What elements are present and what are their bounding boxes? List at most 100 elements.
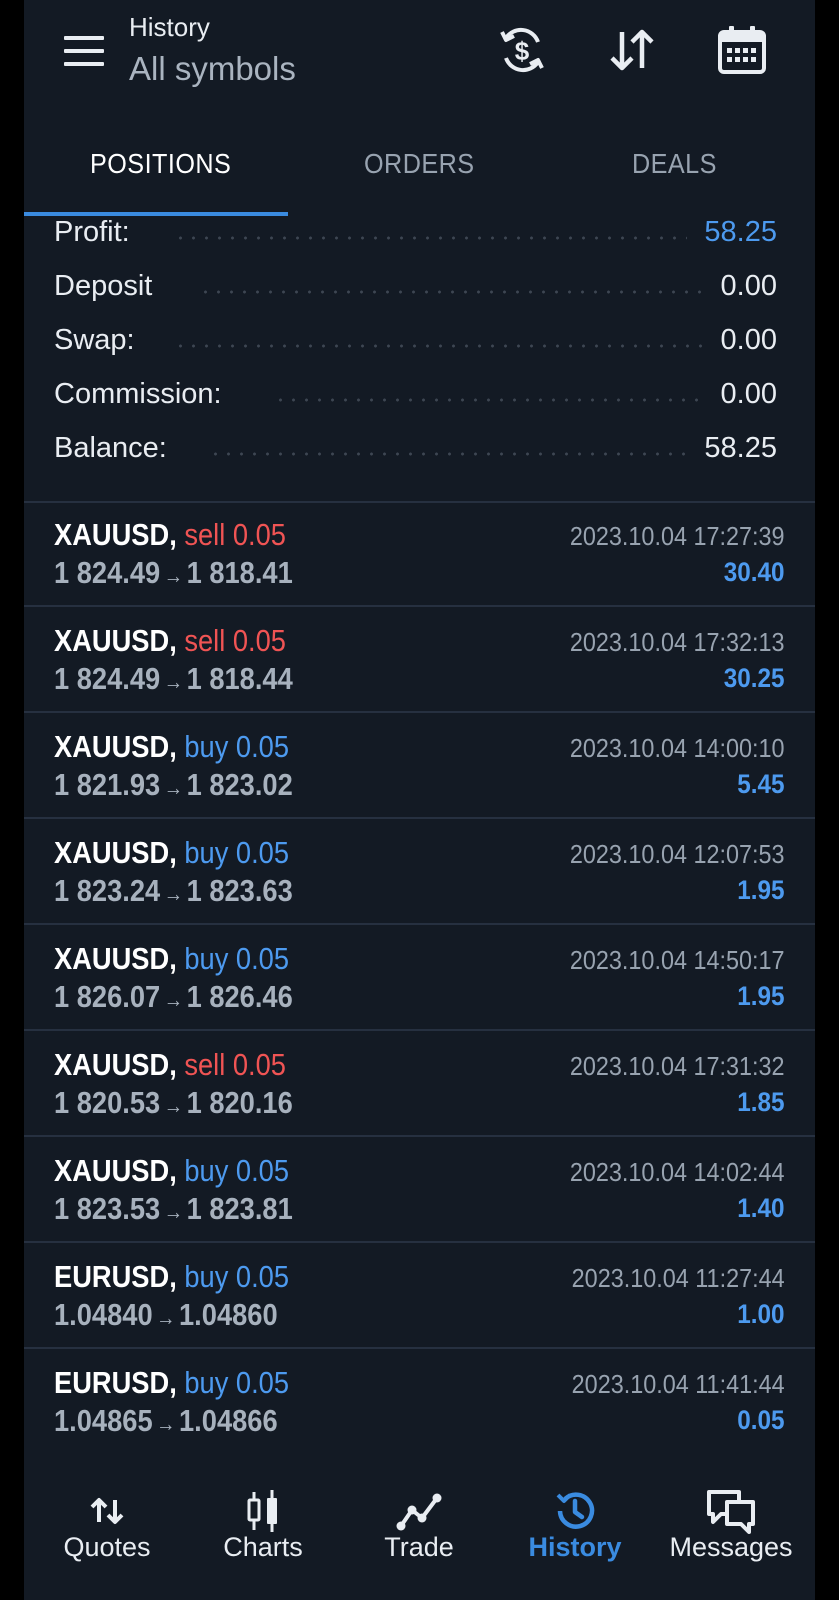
- nav-label: Charts: [223, 1532, 303, 1562]
- open-price: 1 821.93: [54, 767, 161, 802]
- position-row[interactable]: XAUUSD, sell 0.05 1 824.49 → 1 818.41 2023…: [24, 503, 815, 607]
- arrow-icon: →: [163, 1093, 184, 1118]
- arrow-icon: →: [163, 563, 184, 588]
- close-time: 2023.10.04 17:27:39: [570, 521, 785, 551]
- close-time: 2023.10.04 12:07:53: [570, 839, 785, 869]
- symbol: XAUUSD,: [54, 835, 177, 870]
- close-time: 2023.10.04 11:27:44: [572, 1263, 785, 1293]
- position-row[interactable]: EURUSD, buy 0.05 1.04865 → 1.04866 2023.10…: [24, 1351, 815, 1455]
- trade-side: buy 0.05: [184, 1365, 290, 1400]
- open-price: 1.04840: [54, 1297, 153, 1332]
- top-app-bar: History All symbols $: [24, 0, 815, 110]
- summary-value: 0.00: [720, 378, 777, 410]
- nav-charts[interactable]: Charts: [184, 1450, 342, 1590]
- calendar-icon[interactable]: [714, 22, 770, 78]
- charts-icon: [237, 1486, 289, 1536]
- close-price: 1 818.41: [186, 555, 293, 590]
- arrow-icon: →: [156, 1305, 176, 1330]
- position-row[interactable]: XAUUSD, buy 0.05 1 821.93 → 1 823.02 2023.…: [24, 715, 815, 819]
- close-time: 2023.10.04 14:00:10: [570, 733, 785, 763]
- page-title: History: [129, 12, 210, 42]
- close-time: 2023.10.04 14:50:17: [570, 945, 785, 975]
- sort-icon[interactable]: [604, 22, 660, 78]
- trade-side: buy 0.05: [184, 1153, 290, 1188]
- open-price: 1 823.53: [54, 1191, 161, 1226]
- nav-messages[interactable]: Messages: [652, 1450, 810, 1590]
- profit-value: 30.25: [724, 663, 785, 693]
- tab-positions[interactable]: POSITIONS: [90, 148, 232, 179]
- svg-text:$: $: [515, 36, 530, 66]
- position-row[interactable]: XAUUSD, sell 0.05 1 824.49 → 1 818.44 2023…: [24, 609, 815, 713]
- dotted-leader: [209, 452, 687, 456]
- arrow-icon: →: [163, 775, 184, 800]
- profit-value: 1.95: [737, 875, 785, 905]
- summary-label: Profit:: [54, 216, 130, 248]
- symbol: EURUSD,: [54, 1365, 177, 1400]
- close-price: 1 818.44: [186, 661, 293, 696]
- profit-value: 1.40: [737, 1193, 785, 1223]
- summary-label: Deposit: [54, 270, 153, 302]
- position-row[interactable]: XAUUSD, buy 0.05 1 826.07 → 1 826.46 2023.…: [24, 927, 815, 1031]
- tab-orders[interactable]: ORDERS: [364, 148, 475, 179]
- close-time: 2023.10.04 11:41:44: [572, 1369, 785, 1399]
- nav-history[interactable]: History: [496, 1450, 654, 1590]
- trade-side: sell 0.05: [184, 517, 286, 552]
- arrow-icon: →: [163, 1199, 184, 1224]
- nav-quotes[interactable]: Quotes: [28, 1450, 186, 1590]
- dotted-leader: [274, 398, 707, 402]
- profit-value: 1.95: [737, 981, 785, 1011]
- history-tabs: POSITIONS ORDERS DEALS: [24, 132, 815, 216]
- close-price: 1 820.16: [186, 1085, 293, 1120]
- arrow-icon: →: [156, 1411, 176, 1436]
- trade-side: buy 0.05: [184, 729, 290, 764]
- symbol: XAUUSD,: [54, 729, 177, 764]
- profit-value: 0.05: [737, 1405, 785, 1435]
- position-row[interactable]: EURUSD, buy 0.05 1.04840 → 1.04860 2023.10…: [24, 1245, 815, 1349]
- trade-side: buy 0.05: [184, 941, 290, 976]
- nav-trade[interactable]: Trade: [340, 1450, 498, 1590]
- nav-label: Trade: [384, 1532, 454, 1562]
- nav-label: Messages: [669, 1532, 793, 1562]
- bottom-navigation: Quotes Charts: [24, 1450, 815, 1600]
- symbol: XAUUSD,: [54, 1153, 177, 1188]
- position-row[interactable]: XAUUSD, sell 0.05 1 820.53 → 1 820.16 2023…: [24, 1033, 815, 1137]
- dotted-leader: [199, 290, 707, 294]
- position-row[interactable]: XAUUSD, buy 0.05 1 823.24 → 1 823.63 2023.…: [24, 821, 815, 925]
- dotted-leader: [174, 344, 707, 348]
- currency-exchange-icon[interactable]: $: [494, 22, 550, 78]
- position-row[interactable]: XAUUSD, buy 0.05 1 823.53 → 1 823.81 2023.…: [24, 1139, 815, 1243]
- summary-balance: Balance: 58.25: [54, 432, 777, 482]
- menu-icon[interactable]: [64, 36, 104, 66]
- symbol: XAUUSD,: [54, 517, 177, 552]
- symbol: XAUUSD,: [54, 941, 177, 976]
- summary-deposit: Deposit 0.00: [54, 270, 777, 320]
- symbol-filter[interactable]: All symbols: [129, 50, 296, 87]
- summary-swap: Swap: 0.00: [54, 324, 777, 374]
- open-price: 1 824.49: [54, 661, 161, 696]
- active-tab-indicator: [24, 212, 288, 216]
- open-price: 1 826.07: [54, 979, 161, 1014]
- profit-value: 5.45: [737, 769, 785, 799]
- nav-label: Quotes: [63, 1532, 151, 1562]
- close-price: 1.04860: [179, 1297, 278, 1332]
- dotted-leader: [174, 236, 687, 240]
- summary-value: 0.00: [720, 270, 777, 302]
- arrow-icon: →: [163, 987, 184, 1012]
- profit-value: 30.40: [724, 557, 785, 587]
- close-price: 1 823.63: [186, 873, 293, 908]
- profit-value: 1.85: [737, 1087, 785, 1117]
- close-time: 2023.10.04 14:02:44: [570, 1157, 785, 1187]
- quotes-icon: [81, 1486, 133, 1536]
- arrow-icon: →: [163, 881, 184, 906]
- symbol: XAUUSD,: [54, 1047, 177, 1082]
- close-time: 2023.10.04 17:31:32: [570, 1051, 785, 1081]
- symbol: XAUUSD,: [54, 623, 177, 658]
- summary-profit: Profit: 58.25: [54, 216, 777, 266]
- nav-label: History: [528, 1532, 622, 1562]
- close-price: 1 826.46: [186, 979, 293, 1014]
- trade-side: sell 0.05: [184, 1047, 286, 1082]
- tab-deals[interactable]: DEALS: [632, 148, 717, 179]
- trade-icon: [393, 1486, 445, 1536]
- messages-icon: [705, 1486, 757, 1536]
- close-price: 1.04866: [179, 1403, 278, 1438]
